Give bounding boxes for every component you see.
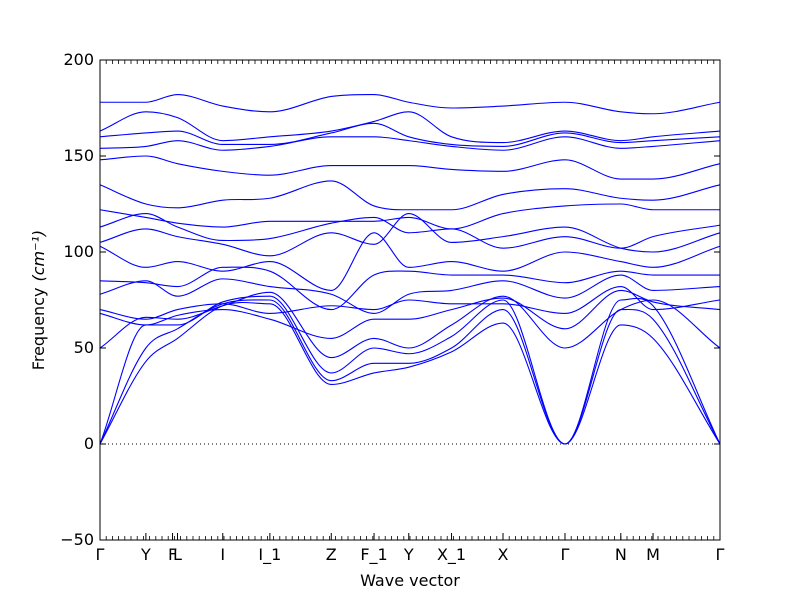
band-line-16 (99, 122, 721, 147)
y-tick-label: 50 (74, 338, 94, 357)
band-line-10 (99, 213, 721, 257)
band-line-4 (99, 291, 721, 359)
y-tick-label: 200 (63, 50, 94, 69)
x-tick-label: Γ (561, 545, 570, 564)
ticks (99, 59, 721, 541)
band-line-5 (99, 289, 721, 339)
band-line-1 (99, 301, 721, 445)
y-tick-label: 0 (84, 434, 94, 453)
band-line-11 (99, 213, 721, 249)
x-tick-label: Y (403, 545, 414, 564)
band-line-8 (99, 266, 720, 311)
x-tick-label: X_1 (437, 545, 466, 565)
y-axis-label-text: Frequency (29, 288, 48, 371)
band-line-3 (99, 295, 721, 445)
y-tick-label: 150 (63, 146, 94, 165)
band-line-15 (99, 136, 721, 151)
band-line-17 (99, 111, 721, 144)
x-tick-label: Γ (96, 545, 105, 564)
y-axis-label-unit: (cm⁻¹) (29, 230, 48, 282)
x-tick-label: Y (140, 545, 151, 564)
band-line-7 (99, 274, 721, 314)
band-line-9 (99, 232, 721, 291)
x-axis-label: Wave vector (360, 571, 460, 590)
band-line-18 (100, 94, 721, 115)
x-tick-label: I_1 (258, 545, 281, 565)
x-tick-label: I (220, 545, 225, 564)
x-tick-label: F_1 (360, 545, 387, 565)
band-line-13 (99, 180, 721, 211)
band-line-2 (99, 299, 721, 445)
band-line-14 (99, 155, 721, 180)
x-tick-label: M (646, 545, 660, 564)
x-tick-label: N (615, 545, 627, 564)
x-tick-label: L (173, 545, 182, 564)
x-tick-label: X (498, 545, 509, 564)
y-tick-label: −50 (60, 530, 94, 549)
x-tick-label: Γ (716, 545, 725, 564)
x-tick-label: Z (326, 545, 337, 564)
plot-content (99, 94, 721, 445)
band-line-12 (99, 203, 720, 230)
y-axis-label: Frequency (cm⁻¹) (29, 230, 48, 370)
band-line-6 (99, 286, 721, 320)
y-tick-label: 100 (63, 242, 94, 261)
x-tick-label: F (168, 545, 177, 564)
